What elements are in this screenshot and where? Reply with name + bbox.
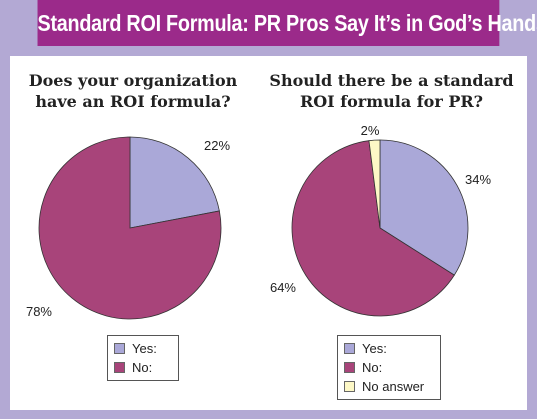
pie-slice-yes: [379, 139, 469, 276]
legend-swatch-yes: [114, 343, 125, 354]
chart-2-legend: Yes: No: No answer: [337, 335, 441, 400]
legend-swatch-yes: [344, 343, 355, 354]
data-label-no: 78%: [26, 304, 52, 319]
chart-2-title: Should there be a standard ROI formula f…: [269, 71, 514, 111]
chart-1-title: Does your organization have an ROI formu…: [28, 71, 238, 111]
legend-item-yes: Yes:: [114, 339, 170, 358]
legend-label-no: No:: [362, 360, 383, 375]
legend-swatch-no-answer: [344, 381, 355, 392]
pie-chart-2: 34% 64% 2%: [270, 123, 491, 317]
legend-label-no: No:: [132, 360, 153, 375]
legend-item-no: No:: [114, 358, 170, 377]
legend-swatch-no: [114, 362, 125, 373]
chart-1-legend: Yes: No:: [107, 335, 179, 381]
data-label-no: 64%: [270, 280, 296, 295]
data-label-no-answer: 2%: [361, 123, 380, 138]
pie-slice-no: [291, 140, 455, 317]
legend-label-yes: Yes:: [132, 341, 157, 356]
page-title: Standard ROI Formula: PR Pros Say It’s i…: [37, 0, 537, 46]
pie-slice-no: [38, 136, 222, 320]
data-label-yes: 22%: [204, 138, 230, 153]
legend-item-no-answer: No answer: [344, 377, 432, 396]
legend-item-yes: Yes:: [344, 339, 432, 358]
legend-label-no-answer: No answer: [362, 379, 425, 394]
pie-chart-1: 22% 78%: [26, 136, 230, 320]
pie-charts: 22% 78% 34% 64% 2%: [26, 123, 491, 320]
data-label-yes: 34%: [465, 172, 491, 187]
pie-slice-yes: [129, 136, 220, 229]
legend-item-no: No:: [344, 358, 432, 377]
pie-slice-no-answer: [368, 139, 381, 229]
legend-swatch-no: [344, 362, 355, 373]
legend-label-yes: Yes:: [362, 341, 387, 356]
chart-panel: Does your organization have an ROI formu…: [10, 56, 527, 410]
